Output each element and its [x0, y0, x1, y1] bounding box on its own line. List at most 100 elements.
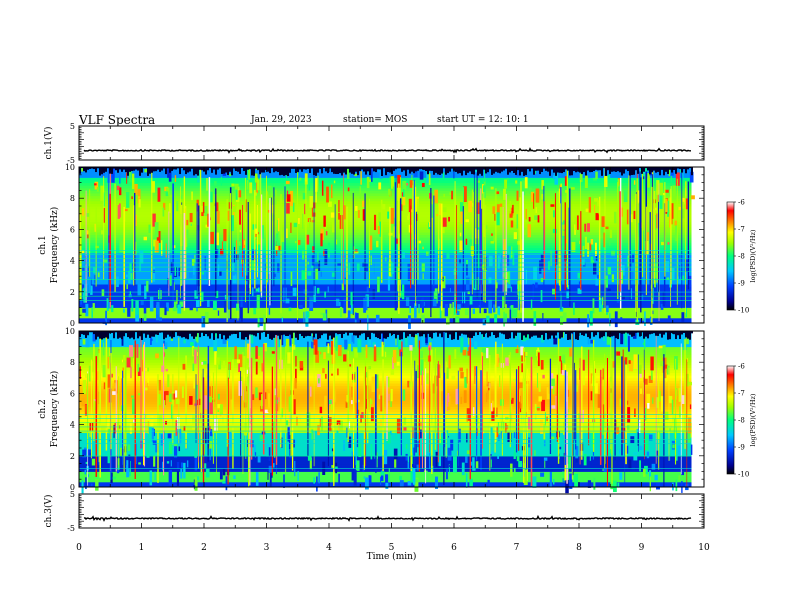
spectrogram-patch	[476, 202, 480, 214]
spectrogram-top-fringe	[139, 167, 141, 176]
spectrogram-patch	[376, 240, 379, 248]
spectrogram-patch	[202, 202, 205, 214]
y-tick-label: 4	[70, 257, 75, 266]
spectrogram-patch	[388, 188, 391, 196]
spectrogram-top-fringe	[635, 167, 637, 171]
spectrogram-patch	[102, 320, 106, 324]
spectrogram-patch	[614, 428, 618, 433]
spectrogram-patch	[268, 465, 273, 473]
spectrogram-patch	[154, 222, 159, 238]
spectrogram-patch	[579, 173, 583, 183]
spectrogram-top-fringe	[569, 167, 571, 176]
spectrogram-top-fringe	[323, 331, 325, 334]
spectrogram-patch	[647, 173, 650, 188]
spectrogram-patch	[644, 167, 648, 172]
spectrogram-top-fringe	[123, 331, 125, 337]
spectrogram-patch	[533, 266, 538, 281]
spectrogram-band	[79, 299, 692, 303]
spectrogram-top-fringe	[141, 331, 143, 340]
spectrogram-top-fringe	[247, 167, 249, 170]
spectrogram-top-fringe	[541, 331, 543, 335]
spectrogram-top-fringe	[521, 167, 523, 172]
spectrogram-patch	[570, 187, 575, 190]
spectrogram-patch	[423, 301, 425, 307]
spectrogram-patch	[285, 174, 287, 180]
spectrogram-patch	[364, 263, 368, 272]
spectrogram-top-fringe	[377, 167, 379, 170]
spectrogram-patch	[538, 396, 542, 402]
spectrogram-patch	[189, 300, 193, 311]
spectrogram-band	[79, 195, 692, 199]
spectrogram-patch	[101, 230, 103, 235]
spectrogram-top-fringe	[561, 331, 563, 338]
spectrogram-patch	[375, 374, 379, 389]
spectrogram-patch	[529, 373, 532, 378]
spectrogram-band	[79, 372, 692, 376]
spectrogram-top-fringe	[415, 331, 417, 334]
spectrogram-patch	[324, 291, 326, 298]
spectrogram-top-fringe	[83, 331, 85, 335]
spectrogram-patch	[268, 447, 271, 462]
spectrogram-patch	[285, 298, 290, 304]
spectrogram-top-fringe	[677, 167, 679, 169]
spectrogram-patch	[225, 476, 228, 491]
spectrogram-top-fringe	[555, 331, 557, 336]
spectrogram-top-fringe	[189, 167, 191, 172]
spectrogram-patch	[560, 360, 563, 374]
spectrogram-patch	[347, 421, 351, 429]
spectrogram-top-fringe	[279, 167, 281, 176]
spectrogram-patch	[669, 197, 672, 211]
spectrogram-patch	[499, 375, 501, 388]
spectrogram-band	[79, 375, 692, 379]
spectrogram-top-fringe	[575, 167, 577, 173]
spectrogram-patch	[665, 198, 668, 213]
spectrogram-patch	[651, 310, 654, 315]
spectrogram-patch	[653, 207, 657, 211]
spectrogram-patch	[350, 291, 353, 306]
colorbar-tick-label: -10	[738, 471, 749, 479]
spectrogram-patch	[632, 254, 635, 263]
spectrogram-top-fringe	[525, 167, 527, 176]
spectrogram-top-fringe	[485, 331, 487, 333]
spectrogram-patch	[217, 404, 221, 409]
spectrogram-top-fringe	[665, 331, 667, 333]
spectrogram-patch	[255, 228, 258, 234]
spectrogram-patch	[132, 358, 134, 369]
spectrogram-patch	[557, 356, 562, 362]
spectrogram-patch	[271, 351, 275, 354]
spectrogram-patch	[138, 462, 141, 465]
spectrogram-patch	[126, 172, 128, 184]
spectrogram-patch	[491, 233, 493, 236]
spectrogram-patch	[677, 445, 682, 456]
spectrogram-patch	[481, 331, 484, 340]
spectrogram-top-fringe	[571, 167, 573, 176]
spectrogram-patch	[688, 381, 692, 386]
spectrogram-top-fringe	[311, 167, 313, 169]
spectrogram-patch	[654, 474, 658, 481]
spectrogram-top-fringe	[361, 167, 363, 170]
spectrogram-patch	[457, 450, 459, 457]
spectrogram-patch	[407, 481, 412, 486]
spectrogram-top-fringe	[465, 331, 467, 335]
spectrogram-patch	[518, 395, 521, 409]
spectrogram-patch	[278, 245, 282, 252]
spectrogram-top-fringe	[659, 331, 661, 334]
spectrogram-patch	[500, 431, 503, 439]
spectrogram-patch	[468, 200, 473, 213]
spectrogram-patch	[188, 272, 193, 278]
spectrogram-patch	[217, 393, 220, 400]
spectrogram-patch	[639, 388, 643, 394]
spectrogram-patch	[508, 246, 512, 260]
spectrogram-patch	[620, 332, 624, 345]
spectrogram-patch	[580, 259, 585, 265]
spectrogram-top-fringe	[323, 167, 325, 169]
spectrogram-patch	[386, 376, 390, 388]
spectrogram-top-fringe	[109, 167, 111, 174]
spectrogram-patch	[530, 299, 533, 310]
spectrogram-patch	[454, 294, 456, 309]
spectrogram-top-fringe	[563, 167, 565, 173]
spectrogram-patch	[660, 396, 664, 412]
spectrogram-patch	[416, 464, 421, 471]
spectrogram-top-fringe	[301, 167, 303, 172]
spectrogram-patch	[257, 455, 261, 463]
